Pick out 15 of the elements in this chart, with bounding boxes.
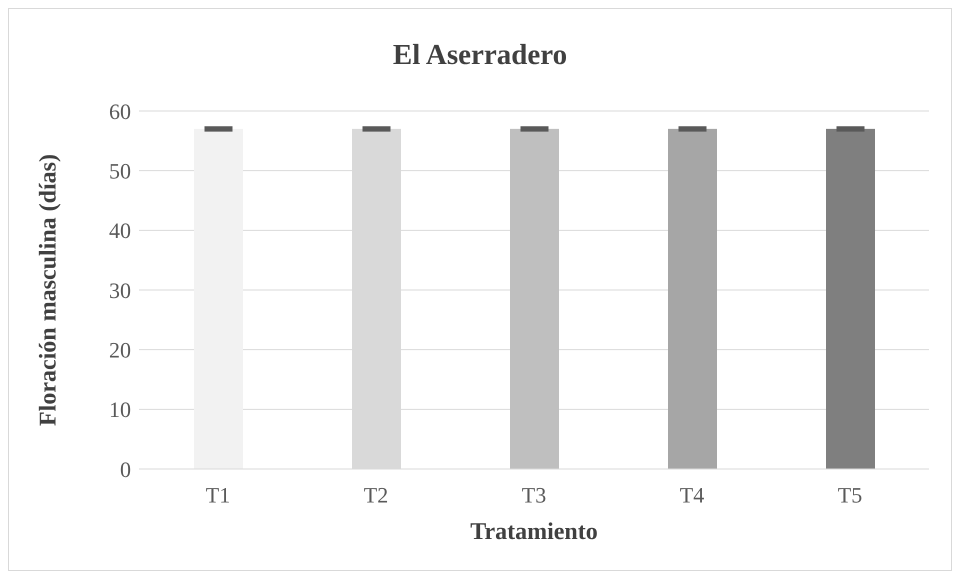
x-tick-label: T5 (838, 482, 862, 508)
x-tick-label: T4 (680, 482, 704, 508)
y-axis-title: Floración masculina (días) (36, 154, 62, 426)
x-axis-title: Tratamiento (470, 519, 598, 545)
x-tick-label: T3 (522, 482, 546, 508)
y-tick-label: 10 (109, 397, 131, 422)
chart-title: El Aserradero (392, 39, 568, 72)
y-tick-label: 40 (109, 218, 131, 244)
x-tick-label: T2 (364, 482, 388, 508)
y-tick-label: 0 (120, 456, 131, 482)
y-tick-label: 30 (109, 278, 131, 303)
y-tick-label: 20 (109, 337, 131, 362)
y-tick-label: 50 (109, 158, 131, 184)
y-tick-label: 60 (109, 98, 131, 124)
x-tick-label: T1 (206, 482, 230, 508)
